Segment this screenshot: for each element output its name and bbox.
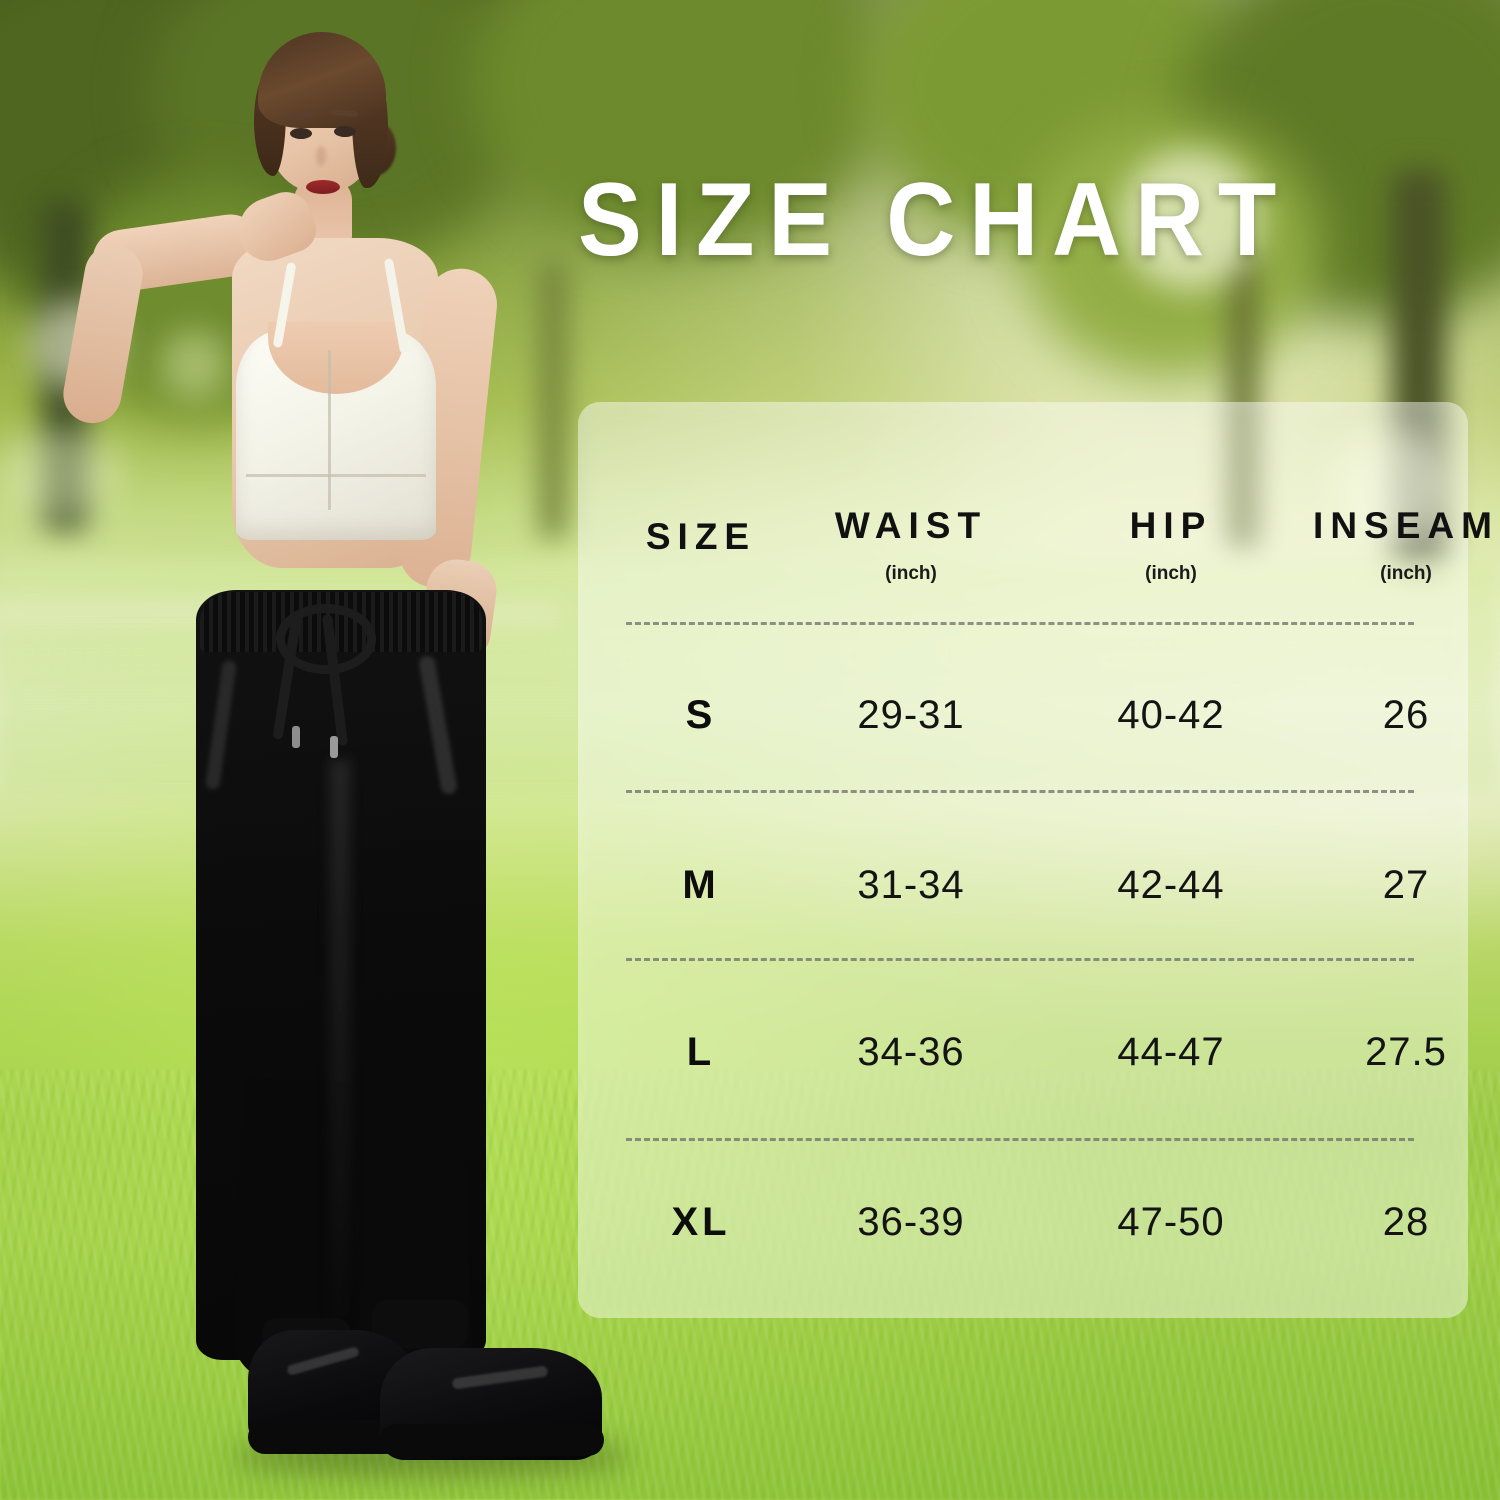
cell-inseam: 27	[1382, 862, 1430, 907]
size-chart-table: SIZE WAIST (inch) HIP (inch) INSEAM (inc…	[626, 402, 1492, 1318]
cell-hip: 47-50	[1117, 1199, 1225, 1244]
cell-inseam: 26	[1382, 692, 1430, 737]
cell-inseam: 28	[1382, 1199, 1430, 1244]
cell-hip: 40-42	[1117, 692, 1225, 737]
drawstring-right-aglet	[330, 736, 338, 758]
right-sneaker-sole	[380, 1424, 604, 1456]
cell-hip: 44-47	[1117, 1029, 1225, 1074]
column-header-inseam-unit: (inch)	[1380, 563, 1432, 584]
size-chart-panel: SIZE WAIST (inch) HIP (inch) INSEAM (inc…	[578, 402, 1492, 1318]
table-header-row: SIZE WAIST (inch) HIP (inch) INSEAM (inc…	[626, 498, 1492, 592]
joggers-inseam-shadow	[330, 760, 350, 1320]
bokeh-light-left-2	[160, 330, 230, 400]
column-header-waist-unit: (inch)	[885, 563, 937, 584]
row-separator-3	[626, 958, 1414, 961]
column-header-hip-unit: (inch)	[1145, 563, 1197, 584]
column-header-hip: HIP (inch)	[1046, 505, 1296, 585]
left-arm-forearm	[58, 240, 148, 428]
cell-waist: 31-34	[857, 862, 965, 907]
hair-top	[258, 32, 386, 128]
bokeh-light-lower-left	[0, 430, 120, 520]
table-row: L 34-36 44-47 27.5	[626, 1006, 1446, 1098]
cell-inseam: 27.5	[1365, 1029, 1447, 1074]
column-header-size: SIZE	[626, 516, 776, 574]
row-separator-4	[626, 1138, 1414, 1141]
drawstring-left-aglet	[292, 726, 300, 748]
cell-size: M	[682, 862, 720, 907]
cell-hip: 42-44	[1117, 862, 1225, 907]
lips	[306, 180, 340, 194]
column-header-hip-label: HIP	[1129, 505, 1213, 546]
cell-waist: 36-39	[857, 1199, 965, 1244]
row-separator-2	[626, 790, 1414, 793]
cell-size: S	[685, 692, 717, 737]
bokeh-light-right	[1120, 150, 1260, 290]
nose	[316, 146, 326, 166]
table-row: S 29-31 40-42 26	[626, 669, 1429, 761]
column-header-inseam-label: INSEAM	[1313, 505, 1499, 546]
cell-size: XL	[671, 1199, 731, 1244]
crop-top-horizontal-seam	[246, 474, 426, 477]
column-header-waist-label: WAIST	[834, 505, 988, 546]
right-eye	[334, 126, 356, 137]
model-photo	[0, 0, 700, 1500]
table-row: M 31-34 42-44 27	[626, 839, 1428, 931]
drawstring-bow	[276, 604, 376, 674]
page-title: SIZE CHART	[578, 162, 1291, 278]
crop-top-vertical-seam	[328, 350, 331, 510]
table-row: XL 36-39 47-50 28	[626, 1176, 1428, 1268]
cell-size: L	[686, 1029, 716, 1074]
row-separator-1	[626, 622, 1414, 625]
column-header-inseam: INSEAM (inch)	[1296, 505, 1500, 585]
column-header-size-label: SIZE	[645, 516, 757, 557]
left-eye	[290, 128, 312, 139]
cell-waist: 29-31	[857, 692, 965, 737]
column-header-waist: WAIST (inch)	[776, 505, 1046, 585]
tree-trunk-center	[540, 260, 566, 540]
cell-waist: 34-36	[857, 1029, 965, 1074]
